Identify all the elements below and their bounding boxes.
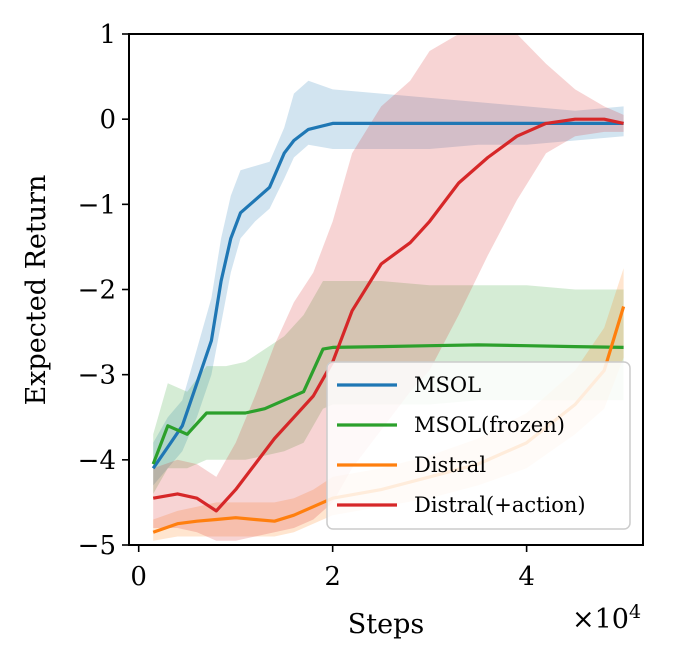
y-axis-label: Expected Return: [21, 175, 52, 406]
legend-label: Distral: [414, 453, 486, 477]
x-tick-label: 2: [324, 562, 341, 592]
y-tick-label: −1: [78, 190, 116, 220]
x-axis-multiplier: ×104: [572, 601, 641, 635]
y-tick-label: −3: [78, 361, 116, 391]
legend-label: Distral(+action): [414, 493, 586, 517]
x-axis-multiplier-exponent: 4: [629, 601, 641, 623]
legend-label: MSOL(frozen): [414, 413, 565, 437]
x-axis-label: Steps: [348, 609, 424, 640]
x-axis-multiplier-base: ×10: [572, 604, 629, 635]
y-tick-label: 1: [99, 20, 116, 50]
y-tick-label: 0: [99, 105, 116, 135]
line-distral-action-: [152, 117, 624, 513]
x-tick-label: 0: [130, 562, 147, 592]
legend-label: MSOL: [414, 373, 481, 397]
line-msol-frozen-: [151, 343, 624, 465]
legend-box: [326, 361, 631, 530]
y-tick-label: −5: [78, 531, 116, 561]
legend: MSOL MSOL(frozen) Distral Distral(+action): [326, 361, 631, 530]
x-tick-label: 4: [518, 562, 535, 592]
line-msol: [151, 121, 624, 470]
x-axis-ticks: 0 2 4: [130, 545, 535, 592]
y-tick-label: −4: [78, 446, 116, 476]
y-axis-ticks: 1 0 −1 −2 −3 −4 −5: [78, 20, 129, 561]
y-tick-label: −2: [78, 276, 116, 306]
band-distral-action-: [153, 34, 624, 541]
